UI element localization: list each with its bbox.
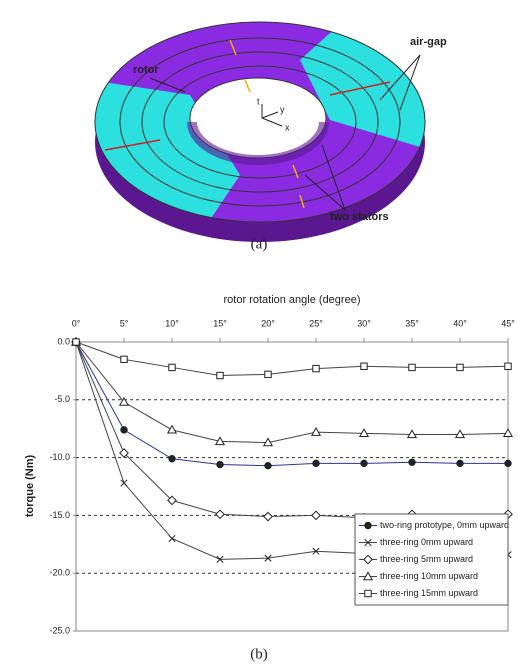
marker (457, 460, 463, 466)
chart-title: rotor rotation angle (degree) (224, 294, 361, 306)
x-tick-label: 10° (165, 318, 179, 328)
marker (169, 456, 175, 462)
x-tick-label: 20° (261, 318, 275, 328)
marker (312, 511, 320, 519)
marker (504, 429, 512, 436)
y-tick-label: -15.0 (49, 510, 70, 520)
marker (361, 363, 367, 369)
ring-diagram: rotor air-gap two stators t y x (90, 15, 447, 242)
diagram-label: air-gap (410, 36, 447, 48)
caption: (b) (250, 646, 268, 662)
series-line (76, 342, 508, 443)
y-tick-label: 0.0 (57, 336, 70, 346)
marker (217, 372, 223, 378)
legend-label: three-ring 10mm upward (380, 571, 478, 581)
y-tick-label: -20.0 (49, 568, 70, 578)
diagram-label: rotor (133, 64, 159, 76)
x-tick-label: 35° (405, 318, 419, 328)
y-tick-label: -25.0 (49, 625, 70, 635)
diagram-label: two stators (330, 211, 389, 223)
marker (361, 460, 367, 466)
marker (73, 339, 79, 345)
series-line (76, 342, 508, 520)
x-tick-label: 30° (357, 318, 371, 328)
figure: rotor air-gap two stators t y x (a) roto… (0, 0, 518, 668)
marker (312, 428, 320, 435)
marker (265, 462, 271, 468)
legend: two-ring prototype, 0mm upward three-ring… (355, 514, 509, 605)
axis-letter: x (285, 122, 290, 132)
marker (169, 535, 175, 541)
x-tick-label: 0° (72, 318, 81, 328)
marker (505, 460, 511, 466)
marker (216, 510, 224, 518)
series-line (76, 342, 508, 466)
marker (505, 363, 511, 369)
marker (121, 480, 127, 486)
marker (409, 459, 415, 465)
y-tick-label: -10.0 (49, 452, 70, 462)
marker (313, 460, 319, 466)
x-tick-label: 45° (501, 318, 515, 328)
caption: (a) (251, 236, 268, 252)
y-tick-label: -5.0 (54, 394, 70, 404)
legend-label: two-ring prototype, 0mm upward (380, 520, 509, 530)
x-tick-label: 15° (213, 318, 227, 328)
marker (121, 356, 127, 362)
y-axis-label: torque (Nm) (24, 455, 36, 518)
marker (169, 364, 175, 370)
x-tick-label: 5° (120, 318, 129, 328)
marker (265, 371, 271, 377)
axis-letter: y (280, 104, 285, 114)
marker (168, 426, 176, 433)
marker (365, 590, 371, 596)
marker (313, 365, 319, 371)
marker (365, 522, 371, 528)
marker (457, 364, 463, 370)
page: rotor air-gap two stators t y x (a) roto… (0, 0, 518, 668)
x-tick-label: 25° (309, 318, 323, 328)
marker (121, 427, 127, 433)
legend-label: three-ring 5mm upward (380, 554, 473, 564)
marker (264, 512, 272, 520)
marker (409, 364, 415, 370)
marker (217, 461, 223, 467)
series-line (76, 342, 508, 376)
legend-label: three-ring 0mm upward (380, 537, 473, 547)
legend-label: three-ring 15mm upward (380, 588, 478, 598)
x-tick-label: 40° (453, 318, 467, 328)
